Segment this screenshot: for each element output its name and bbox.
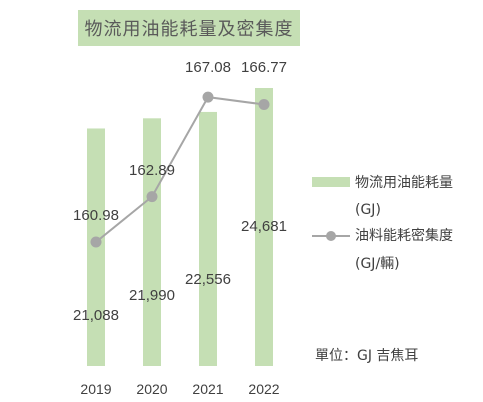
legend-unit-line: (GJ/輛) — [355, 256, 400, 272]
line-label-2021: 167.08 — [185, 59, 231, 76]
line-point-2022 — [258, 98, 270, 110]
bar-label-2020: 21,990 — [129, 287, 175, 304]
x-tick-2019: 2019 — [80, 381, 111, 397]
line-point-2020 — [146, 191, 158, 203]
legend-swatch-bar — [312, 177, 350, 187]
bar-label-2021: 22,556 — [185, 271, 231, 288]
legend-marker-line — [326, 231, 336, 241]
legend-unit-bar: (GJ) — [355, 202, 381, 218]
line-point-2019 — [90, 236, 102, 248]
line-point-2021 — [202, 91, 214, 103]
chart-title-box: 物流用油能耗量及密集度 — [78, 10, 300, 46]
x-tick-2022: 2022 — [248, 381, 279, 397]
line-label-2020: 162.89 — [129, 162, 175, 179]
bar-2020 — [143, 118, 161, 366]
x-tick-2021: 2021 — [192, 381, 223, 397]
legend-label-bar: 物流用油能耗量 — [355, 175, 453, 191]
chart-title: 物流用油能耗量及密集度 — [84, 19, 294, 40]
bar-label-2019: 21,088 — [73, 307, 119, 324]
bar-2021 — [199, 111, 217, 366]
x-tick-2020: 2020 — [136, 381, 167, 397]
line-label-2019: 160.98 — [73, 207, 119, 224]
line-series-path — [95, 96, 265, 243]
bar-label-2022: 24,681 — [241, 218, 287, 235]
bar-2022 — [255, 88, 273, 366]
legend-label-line: 油料能耗密集度 — [355, 228, 453, 244]
unit-note: 單位：GJ 吉焦耳 — [315, 348, 419, 364]
line-label-2022: 166.77 — [241, 59, 287, 76]
